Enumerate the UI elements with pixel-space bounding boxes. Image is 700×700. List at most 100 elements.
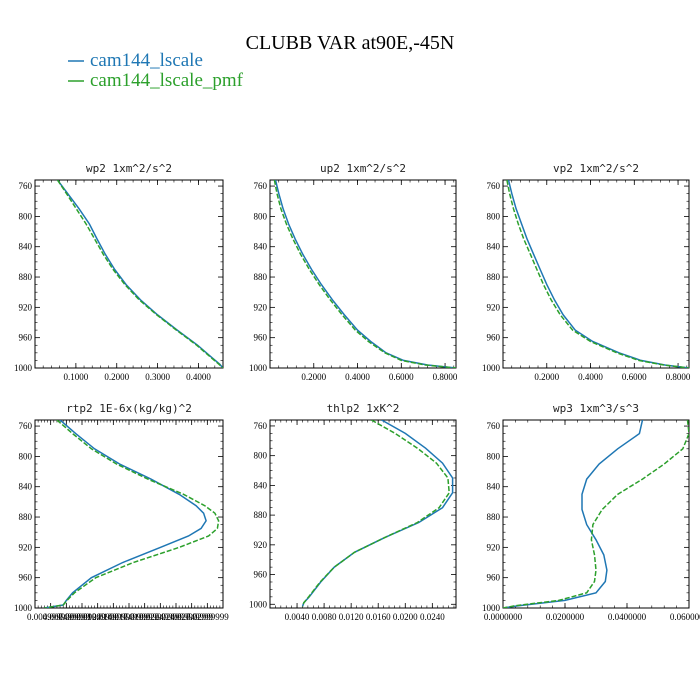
- series-line: [503, 420, 689, 608]
- panel-title: thlp2 1xK^2: [327, 402, 400, 415]
- x-tick-label: 0.01499999: [92, 612, 135, 622]
- x-tick-label: 0.4000: [578, 372, 603, 382]
- y-tick-label: 880: [487, 272, 501, 282]
- y-tick-label: 1000: [482, 363, 501, 373]
- x-tick-label: 0.02999999: [186, 612, 229, 622]
- series-line: [301, 420, 450, 607]
- y-tick-label: 1000: [249, 599, 268, 609]
- y-tick-label: 760: [254, 421, 268, 431]
- x-tick-label: 0.0000000: [484, 612, 523, 622]
- y-tick-label: 840: [19, 482, 33, 492]
- panel-title: wp2 1xm^2/s^2: [86, 162, 172, 175]
- y-tick-label: 880: [254, 272, 268, 282]
- panel-title: up2 1xm^2/s^2: [320, 162, 406, 175]
- y-tick-label: 920: [19, 302, 33, 312]
- x-tick-label: 0.0160: [366, 612, 391, 622]
- panel-1: wp2 1xm^2/s^2 760 800 840 880 920 960 1000 0.100…: [14, 162, 224, 382]
- y-tick-label: 1000: [14, 363, 33, 373]
- y-tick-label: 960: [487, 333, 501, 343]
- y-tick-label: 880: [19, 512, 33, 522]
- y-tick-label: 960: [19, 573, 33, 583]
- panel-4: rtp2 1E-6x(kg/kg)^2 760 800 840 880 920 960 100…: [14, 402, 229, 622]
- series-line: [506, 180, 689, 368]
- plot-frame: [269, 179, 457, 369]
- y-tick-label: 840: [19, 242, 33, 252]
- y-tick-label: 800: [19, 451, 33, 461]
- panel-title: wp3 1xm^3/s^3: [553, 402, 639, 415]
- y-tick-label: 800: [254, 451, 268, 461]
- y-tick-label: 760: [19, 421, 33, 431]
- y-tick-label: 960: [487, 573, 501, 583]
- x-tick-label: 0.8000: [666, 372, 691, 382]
- x-tick-label: 0.2000: [301, 372, 326, 382]
- y-tick-label: 800: [254, 211, 268, 221]
- panel-6: wp3 1xm^3/s^3 760 800 840 880 920 960 10000.000…: [482, 402, 700, 622]
- y-tick-label: 760: [487, 421, 501, 431]
- panel-title: vp2 1xm^2/s^2: [553, 162, 639, 175]
- x-tick-label: 0.0040: [285, 612, 310, 622]
- x-tick-label: 0.6000: [389, 372, 414, 382]
- series-line: [44, 420, 207, 608]
- y-tick-label: 760: [254, 181, 268, 191]
- panel-3: vp2 1xm^2/s^2 760 800 840 880 920 960 1000 0.200…: [482, 162, 691, 382]
- y-tick-label: 920: [254, 540, 268, 550]
- plot-frame: [502, 179, 690, 369]
- x-tick-label: 0.6000: [622, 372, 647, 382]
- y-tick-label: 960: [19, 333, 33, 343]
- panels: wp2 1xm^2/s^2 760 800 840 880 920 960 1000 0.100…: [14, 162, 700, 622]
- y-tick-label: 800: [19, 211, 33, 221]
- series-line: [273, 180, 456, 368]
- plot-frame: [502, 419, 690, 609]
- y-tick-label: 880: [487, 512, 501, 522]
- y-tick-label: 1000: [14, 603, 33, 613]
- x-tick-label: 0.01249999: [76, 612, 119, 622]
- y-tick-label: 920: [487, 542, 501, 552]
- y-tick-label: 760: [19, 181, 33, 191]
- y-tick-label: 840: [487, 482, 501, 492]
- x-tick-label: 0.007499999: [43, 612, 91, 622]
- figure-title: CLUBB VAR at90E,-45N: [246, 32, 455, 54]
- x-tick-label: 0.0400000: [608, 612, 647, 622]
- x-tick-label: 0.0120: [339, 612, 364, 622]
- legend-label: cam144_lscale_pmf: [90, 70, 244, 91]
- series-line: [44, 420, 220, 608]
- x-tick-label: 0.4000: [186, 372, 211, 382]
- y-tick-label: 1000: [249, 363, 268, 373]
- y-tick-label: 840: [254, 242, 268, 252]
- x-tick-label: 0.2000: [534, 372, 559, 382]
- x-tick-label: 0.004999999: [27, 612, 75, 622]
- y-tick-label: 760: [487, 181, 501, 191]
- x-tick-label: 0.01749999: [108, 612, 151, 622]
- x-tick-label: 0.4000: [345, 372, 370, 382]
- x-tick-label: 0.02249999: [139, 612, 182, 622]
- x-tick-label: 0.2000: [104, 372, 129, 382]
- y-tick-label: 920: [487, 302, 501, 312]
- x-tick-label: 0.0200: [393, 612, 418, 622]
- y-tick-label: 800: [487, 211, 501, 221]
- y-tick-label: 840: [254, 480, 268, 490]
- x-tick-label: 0.01999999: [123, 612, 166, 622]
- y-tick-label: 800: [487, 451, 501, 461]
- y-tick-label: 880: [254, 510, 268, 520]
- plot-frame: [269, 419, 457, 609]
- x-tick-label: 0.02749999: [170, 612, 213, 622]
- y-tick-label: 1000: [482, 603, 501, 613]
- x-tick-label: 0.0200000: [546, 612, 585, 622]
- panel-title: rtp2 1E-6x(kg/kg)^2: [66, 402, 192, 415]
- x-tick-label: 0.0080: [312, 612, 337, 622]
- series-line: [503, 420, 644, 608]
- x-tick-label: 0.02499999: [155, 612, 198, 622]
- x-tick-label: 0.8000: [433, 372, 458, 382]
- y-tick-label: 880: [19, 272, 33, 282]
- legend-label: cam144_lscale: [90, 50, 203, 71]
- plot-frame: [34, 179, 224, 369]
- x-tick-label: 0.1000: [63, 372, 88, 382]
- x-tick-label: 0.009999999: [58, 612, 106, 622]
- y-tick-label: 920: [254, 302, 268, 312]
- panel-2: up2 1xm^2/s^2 760 800 840 880 920 960 1000 0.200…: [249, 162, 458, 382]
- y-tick-label: 840: [487, 242, 501, 252]
